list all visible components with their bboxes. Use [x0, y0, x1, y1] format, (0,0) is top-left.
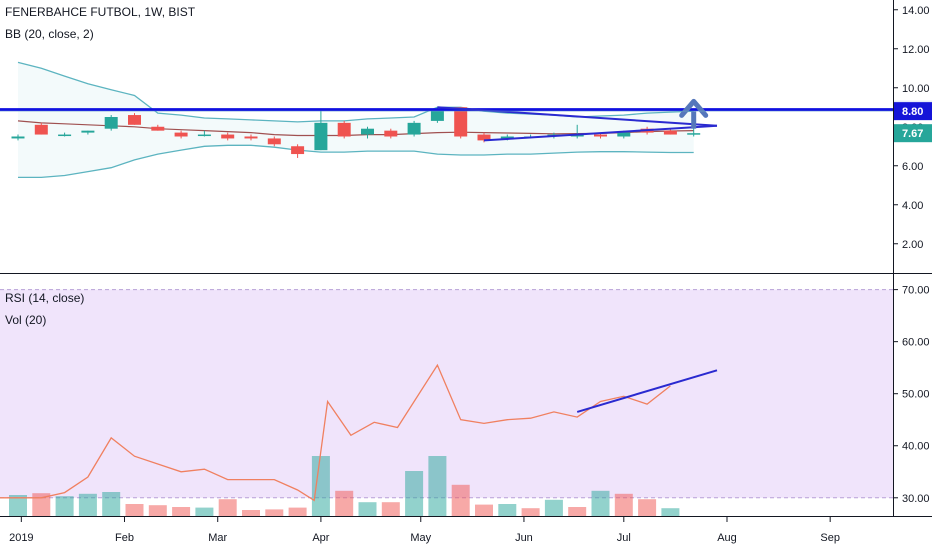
rsi-band-zone: [0, 289, 893, 498]
volume-bar: [335, 490, 354, 516]
volume-bar: [218, 499, 237, 516]
volume-bars: [9, 456, 680, 516]
volume-bar: [614, 493, 633, 516]
rsi-line-path: [0, 363, 671, 502]
time-tick-label: Feb: [115, 532, 134, 544]
bb-indicator-label[interactable]: BB (20, close, 2): [5, 27, 94, 41]
lower-trendline: [483, 124, 718, 142]
candle-body: [104, 117, 118, 129]
price-tick-label: 2.00: [902, 239, 923, 251]
candle-body: [384, 130, 398, 137]
bb-lower-line: [18, 144, 694, 179]
rsi-background: [0, 289, 893, 499]
candle-body: [337, 122, 351, 137]
price-tag-last-price-bg: [894, 124, 932, 143]
time-tick-label: 2019: [9, 532, 33, 544]
candle-body: [361, 128, 374, 135]
candle-body: [687, 133, 701, 135]
volume-bar: [265, 509, 284, 516]
volume-bar: [498, 504, 517, 516]
price-tag-current-level: 8.80: [902, 106, 923, 118]
candle-body: [221, 134, 235, 139]
volume-bar: [638, 499, 657, 516]
volume-bar: [591, 490, 610, 516]
volume-bar: [568, 507, 587, 516]
volume-bar: [55, 496, 74, 516]
volume-bar: [451, 484, 470, 516]
time-tick-label: Jul: [617, 532, 631, 544]
candle-body: [454, 107, 468, 137]
candle-body: [244, 136, 258, 139]
volume-bar: [242, 510, 260, 516]
price-tag-current-level-bg: [894, 102, 932, 121]
candle-body: [314, 122, 328, 151]
volume-bar: [102, 492, 121, 516]
volume-bar: [358, 502, 377, 516]
candle-body: [34, 124, 48, 135]
candle-body: [81, 130, 95, 133]
rsi-trendline: [576, 369, 718, 413]
candle-body: [197, 134, 211, 137]
time-tick-label: Mar: [208, 532, 227, 544]
volume-bar: [521, 508, 540, 516]
candle-body: [477, 134, 491, 141]
rsi-tick-label: 50.00: [902, 389, 930, 401]
vol-indicator-label[interactable]: Vol (20): [5, 313, 47, 327]
time-tick-label: May: [410, 532, 431, 544]
volume-bar: [311, 456, 330, 516]
chart-title: FENERBAHCE FUTBOL, 1W, BIST: [5, 5, 196, 19]
volume-bar: [9, 495, 27, 516]
candle-body: [430, 109, 444, 121]
volume-bar: [288, 507, 307, 516]
volume-bar: [148, 505, 167, 516]
price-tag-last-price: 7.67: [902, 128, 923, 140]
candle-body: [291, 146, 305, 155]
rsi-tick-label: 30.00: [902, 493, 930, 505]
time-tick-label: Apr: [312, 532, 329, 544]
volume-bar: [195, 507, 214, 516]
bollinger-bands: [17, 61, 694, 179]
price-tick-label: 12.00: [902, 44, 930, 56]
up-arrow-icon: [679, 98, 709, 118]
candle-body: [663, 130, 677, 135]
upper-trendline: [437, 106, 718, 127]
volume-bar: [405, 471, 424, 516]
time-tick-label: Sep: [820, 532, 840, 544]
candle-body: [500, 136, 514, 139]
volume-bar: [32, 493, 51, 516]
volume-bar: [475, 504, 493, 516]
price-tick-label: 4.00: [902, 200, 923, 212]
candle-body: [267, 138, 281, 145]
rsi-tick-label: 40.00: [902, 441, 930, 453]
price-tick-label: 6.00: [902, 161, 923, 173]
candle-body: [128, 115, 141, 125]
candle-body: [174, 132, 188, 137]
volume-bar: [125, 504, 144, 516]
volume-bar: [661, 508, 680, 516]
drawings: [0, 98, 893, 413]
rsi-tick-label: 60.00: [902, 337, 930, 349]
time-tick-label: Jun: [515, 532, 533, 544]
candle-body: [617, 132, 631, 137]
candle-body: [11, 136, 25, 139]
candle-body: [151, 126, 165, 131]
candle-body: [58, 134, 72, 137]
volume-bar: [381, 502, 400, 516]
volume-bar: [78, 493, 97, 516]
time-tick-label: Aug: [717, 532, 737, 544]
price-tick-label: 10.00: [902, 83, 930, 95]
rsi-tick-label: 70.00: [902, 285, 930, 297]
rsi-indicator-label[interactable]: RSI (14, close): [5, 291, 85, 305]
volume-bar: [544, 499, 563, 516]
price-tick-label: 14.00: [902, 5, 930, 17]
candle-body: [594, 134, 607, 137]
price-tags: 8.888.807.67: [0, 100, 932, 143]
candle-body: [407, 122, 421, 135]
rsi-line: [0, 363, 671, 502]
volume-bar: [428, 456, 447, 516]
volume-bar: [172, 507, 191, 516]
